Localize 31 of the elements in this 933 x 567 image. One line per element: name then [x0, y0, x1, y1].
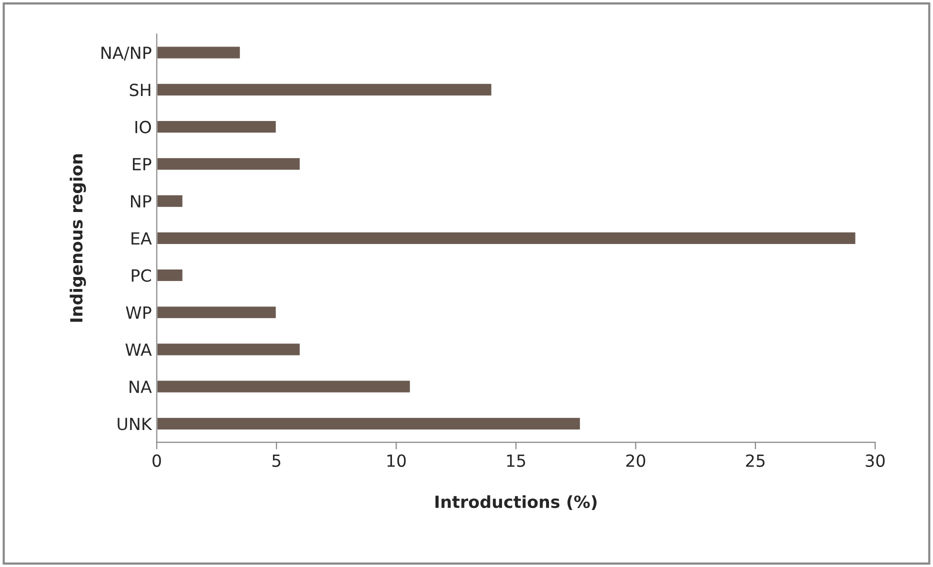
y-axis-title: Indigenous region [70, 154, 86, 322]
x-tick-label: 10 [387, 454, 406, 467]
bar [156, 194, 184, 208]
bar [156, 342, 302, 357]
bar [156, 45, 242, 60]
y-tick-label: IO [135, 120, 151, 134]
y-tick-label: WA [125, 344, 152, 356]
x-tick-label: 30 [866, 454, 885, 467]
bar [156, 268, 184, 282]
y-tick-label: EP [132, 158, 152, 170]
y-tick-label: NP [131, 195, 152, 208]
bar [156, 230, 857, 246]
y-tick-label: NA/NP [102, 46, 152, 60]
x-tick-label: 0 [152, 454, 161, 467]
bar [156, 379, 412, 394]
bar [156, 416, 582, 431]
y-tick-label: SH [130, 84, 150, 96]
bar [156, 305, 278, 320]
x-axis-title: Introductions (%) [435, 495, 597, 510]
y-tick-label: WP [126, 306, 152, 319]
y-tick-label: NA [130, 380, 152, 393]
bar [156, 82, 493, 97]
x-tick-label: 25 [746, 454, 765, 467]
bar [156, 120, 278, 134]
x-tick-label: 20 [626, 454, 646, 467]
y-tick-label: UNK [118, 418, 152, 430]
x-tick-label: 5 [272, 454, 280, 467]
bar [156, 156, 302, 172]
y-tick-label: PC [132, 269, 151, 282]
x-tick-label: 15 [507, 454, 526, 467]
y-tick-label: EA [132, 232, 152, 244]
